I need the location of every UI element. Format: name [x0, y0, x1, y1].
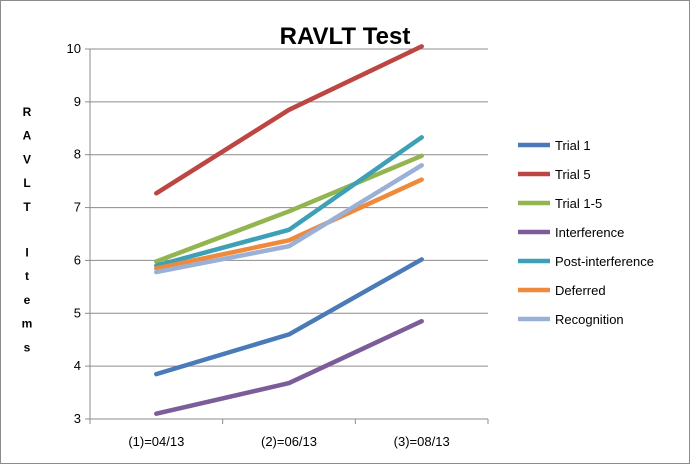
y-axis-label-char: V [23, 152, 31, 166]
y-tick-labels: 3 4 5 6 7 8 9 10 [67, 41, 81, 426]
x-tick-labels: (1)=04/13 (2)=06/13 (3)=08/13 [128, 434, 449, 449]
legend-label: Recognition [555, 312, 624, 327]
x-tick-label: (2)=06/13 [261, 434, 317, 449]
series-line-interference [154, 318, 424, 416]
chart-title: RAVLT Test [280, 23, 411, 50]
y-tick-label: 6 [74, 252, 81, 267]
y-axis-label-char: t [25, 269, 29, 283]
y-axis-label-char: A [23, 129, 32, 143]
y-tick-label: 4 [74, 358, 81, 373]
legend: Trial 1 Trial 5 Trial 1-5 Interference Post-… [518, 138, 654, 327]
y-axis-label-char: m [22, 317, 33, 331]
series-line-trial-5 [154, 44, 424, 196]
y-axis-label-char: s [24, 340, 31, 354]
y-axis-label-char: e [24, 293, 31, 307]
y-tick-label: 8 [74, 147, 81, 162]
y-tick-label: 7 [74, 200, 81, 215]
series-line-post-interference [154, 135, 424, 268]
y-tick-label: 5 [74, 305, 81, 320]
y-axis-label-char: L [23, 176, 30, 190]
y-axis-label-char: T [23, 200, 31, 214]
legend-label: Trial 1-5 [555, 196, 602, 211]
x-tick-label: (1)=04/13 [128, 434, 184, 449]
legend-label: Trial 1 [555, 138, 591, 153]
gridlines [85, 48, 488, 420]
series-lines [154, 44, 424, 416]
legend-label: Post-interference [555, 254, 654, 269]
y-tick-label: 9 [74, 94, 81, 109]
series-line-trial-1 [154, 257, 424, 377]
legend-label: Deferred [555, 283, 606, 298]
x-tick-label: (3)=08/13 [394, 434, 450, 449]
y-tick-label: 3 [74, 411, 81, 426]
series-line-trial-1-5 [154, 153, 424, 264]
series-line-deferred [154, 177, 424, 271]
y-axis-label-char: I [25, 246, 28, 260]
y-tick-label: 10 [67, 41, 81, 56]
y-axis-label-char: R [23, 105, 32, 119]
axes [89, 49, 489, 424]
series-line-recognition [154, 163, 424, 275]
legend-label: Trial 5 [555, 167, 591, 182]
legend-label: Interference [555, 225, 624, 240]
